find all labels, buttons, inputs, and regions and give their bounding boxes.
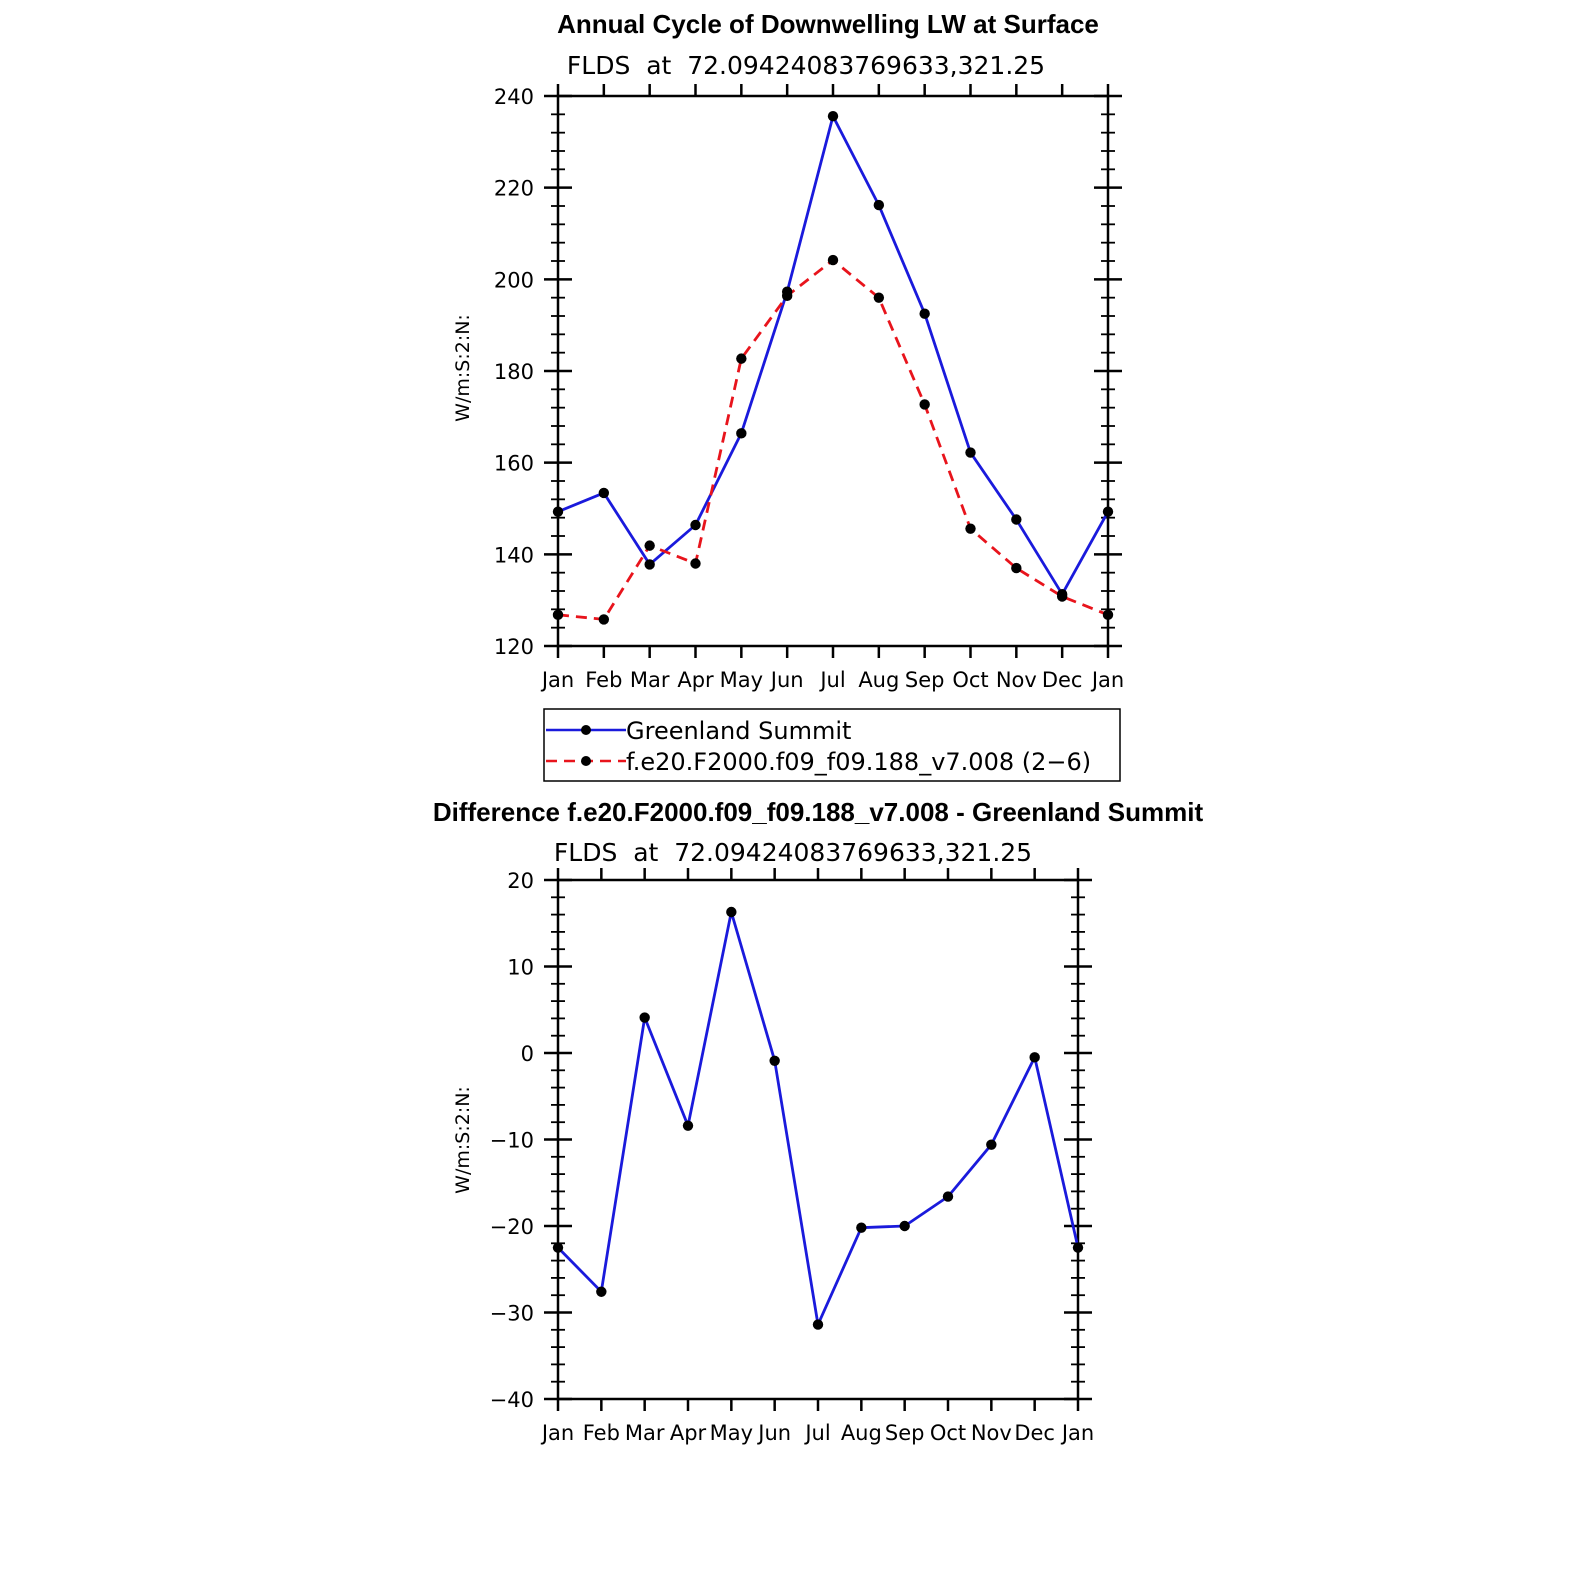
data-point [552, 1242, 564, 1253]
x-tick-label: Dec [1042, 668, 1083, 692]
data-point [598, 614, 610, 625]
legend-box [543, 708, 1121, 782]
data-point [1072, 1242, 1084, 1253]
data-point [1056, 591, 1068, 602]
data-point [1029, 1052, 1040, 1063]
data-point [827, 110, 839, 122]
x-tick-label: Sep [885, 1421, 925, 1445]
y-axis-label: W/m:S:2:N: [452, 314, 474, 422]
x-tick-label: Jan [540, 668, 574, 692]
data-point [644, 559, 655, 570]
data-point [1011, 514, 1022, 525]
data-point [781, 290, 793, 302]
x-tick-label: Jun [756, 1421, 791, 1445]
x-tick-label: Nov [996, 668, 1037, 692]
y-tick-label: 20 [507, 869, 534, 893]
x-tick-label: Jun [769, 668, 804, 692]
data-point [856, 1222, 867, 1233]
data-point [1011, 562, 1022, 574]
data-point [812, 1319, 824, 1330]
x-tick-label: Jan [1090, 668, 1124, 692]
y-tick-label: 10 [507, 956, 534, 980]
data-point [965, 447, 976, 458]
legend-entry-label: Greenland Summit [626, 717, 851, 745]
x-tick-label: Feb [583, 1421, 620, 1445]
data-point [552, 506, 564, 517]
data-point [598, 487, 610, 499]
plot-area [552, 906, 1084, 1330]
data-point [726, 906, 737, 918]
data-point [965, 523, 976, 534]
data-point [736, 353, 747, 364]
data-point [899, 1220, 910, 1232]
x-tick-label: Aug [858, 668, 899, 692]
x-tick-label: Jan [1060, 1421, 1094, 1445]
data-point [873, 199, 885, 211]
data-point [769, 1055, 780, 1066]
data-point [1102, 506, 1114, 517]
y-tick-label: 200 [494, 268, 534, 292]
y-tick-label: 120 [494, 635, 534, 659]
data-point [690, 519, 701, 531]
legend: Greenland Summit f.e20.F2000.f09_f09.188… [543, 708, 1121, 782]
chart-title: Difference f.e20.F2000.f09_f09.188_v7.00… [433, 797, 1204, 827]
x-tick-label: Jul [818, 668, 845, 692]
y-tick-label: 220 [494, 177, 534, 201]
x-tick-label: Oct [952, 668, 988, 692]
data-point [942, 1191, 954, 1202]
plot-area [552, 110, 1114, 625]
chart-subtitle: FLDS at 72.09424083769633,321.25 [567, 51, 1045, 80]
x-tick-label: Jul [803, 1421, 830, 1445]
data-point [919, 308, 930, 319]
data-point [639, 1012, 650, 1023]
difference-chart: Difference f.e20.F2000.f09_f09.188_v7.00… [433, 797, 1204, 1445]
x-tick-label: Aug [841, 1421, 882, 1445]
chart-title: Annual Cycle of Downwelling LW at Surfac… [557, 9, 1099, 39]
y-tick-label: −10 [490, 1129, 534, 1153]
data-point [1102, 609, 1114, 621]
y-tick-label: 140 [494, 543, 534, 567]
y-tick-label: 160 [494, 452, 534, 476]
x-tick-label: Dec [1014, 1421, 1055, 1445]
data-point [644, 540, 655, 551]
y-tick-label: −30 [490, 1302, 534, 1326]
y-tick-label: 0 [521, 1042, 534, 1066]
annual-cycle-chart: Annual Cycle of Downwelling LW at Surfac… [452, 9, 1124, 782]
x-tick-label: Mar [630, 668, 670, 692]
data-point [919, 399, 930, 410]
y-tick-label: −40 [490, 1388, 534, 1412]
chart-subtitle: FLDS at 72.09424083769633,321.25 [554, 838, 1032, 867]
legend-swatch-marker [581, 756, 591, 766]
data-point [596, 1286, 607, 1297]
x-tick-label: Apr [670, 1421, 707, 1445]
data-point [736, 428, 747, 439]
x-tick-label: Oct [930, 1421, 966, 1445]
legend-entry-label: f.e20.F2000.f09_f09.188_v7.008 (2−6) [626, 748, 1091, 776]
x-tick-label: May [710, 1421, 753, 1445]
y-tick-label: 240 [494, 85, 534, 109]
x-tick-label: Mar [625, 1421, 665, 1445]
data-point [986, 1139, 997, 1150]
data-point [827, 254, 839, 266]
axes: Jan Feb Mar Apr May Jun Jul Aug Sep Oct Nov Dec Jan−… [490, 868, 1094, 1445]
data-point [682, 1120, 694, 1131]
x-tick-label: May [720, 668, 763, 692]
x-tick-label: Sep [905, 668, 945, 692]
axes: Jan Feb Mar Apr May Jun Jul Aug Sep Oct Nov Dec Jan1… [494, 84, 1124, 692]
y-tick-label: 180 [494, 360, 534, 384]
x-tick-label: Feb [585, 668, 622, 692]
data-point [552, 609, 564, 621]
data-point [690, 558, 701, 569]
x-tick-label: Nov [971, 1421, 1012, 1445]
legend-swatch-marker [581, 725, 591, 735]
y-axis-label: W/m:S:2:N: [452, 1086, 474, 1194]
data-point [873, 292, 885, 303]
x-tick-label: Jan [540, 1421, 574, 1445]
y-tick-label: −20 [490, 1215, 534, 1239]
x-tick-label: Apr [677, 668, 714, 692]
